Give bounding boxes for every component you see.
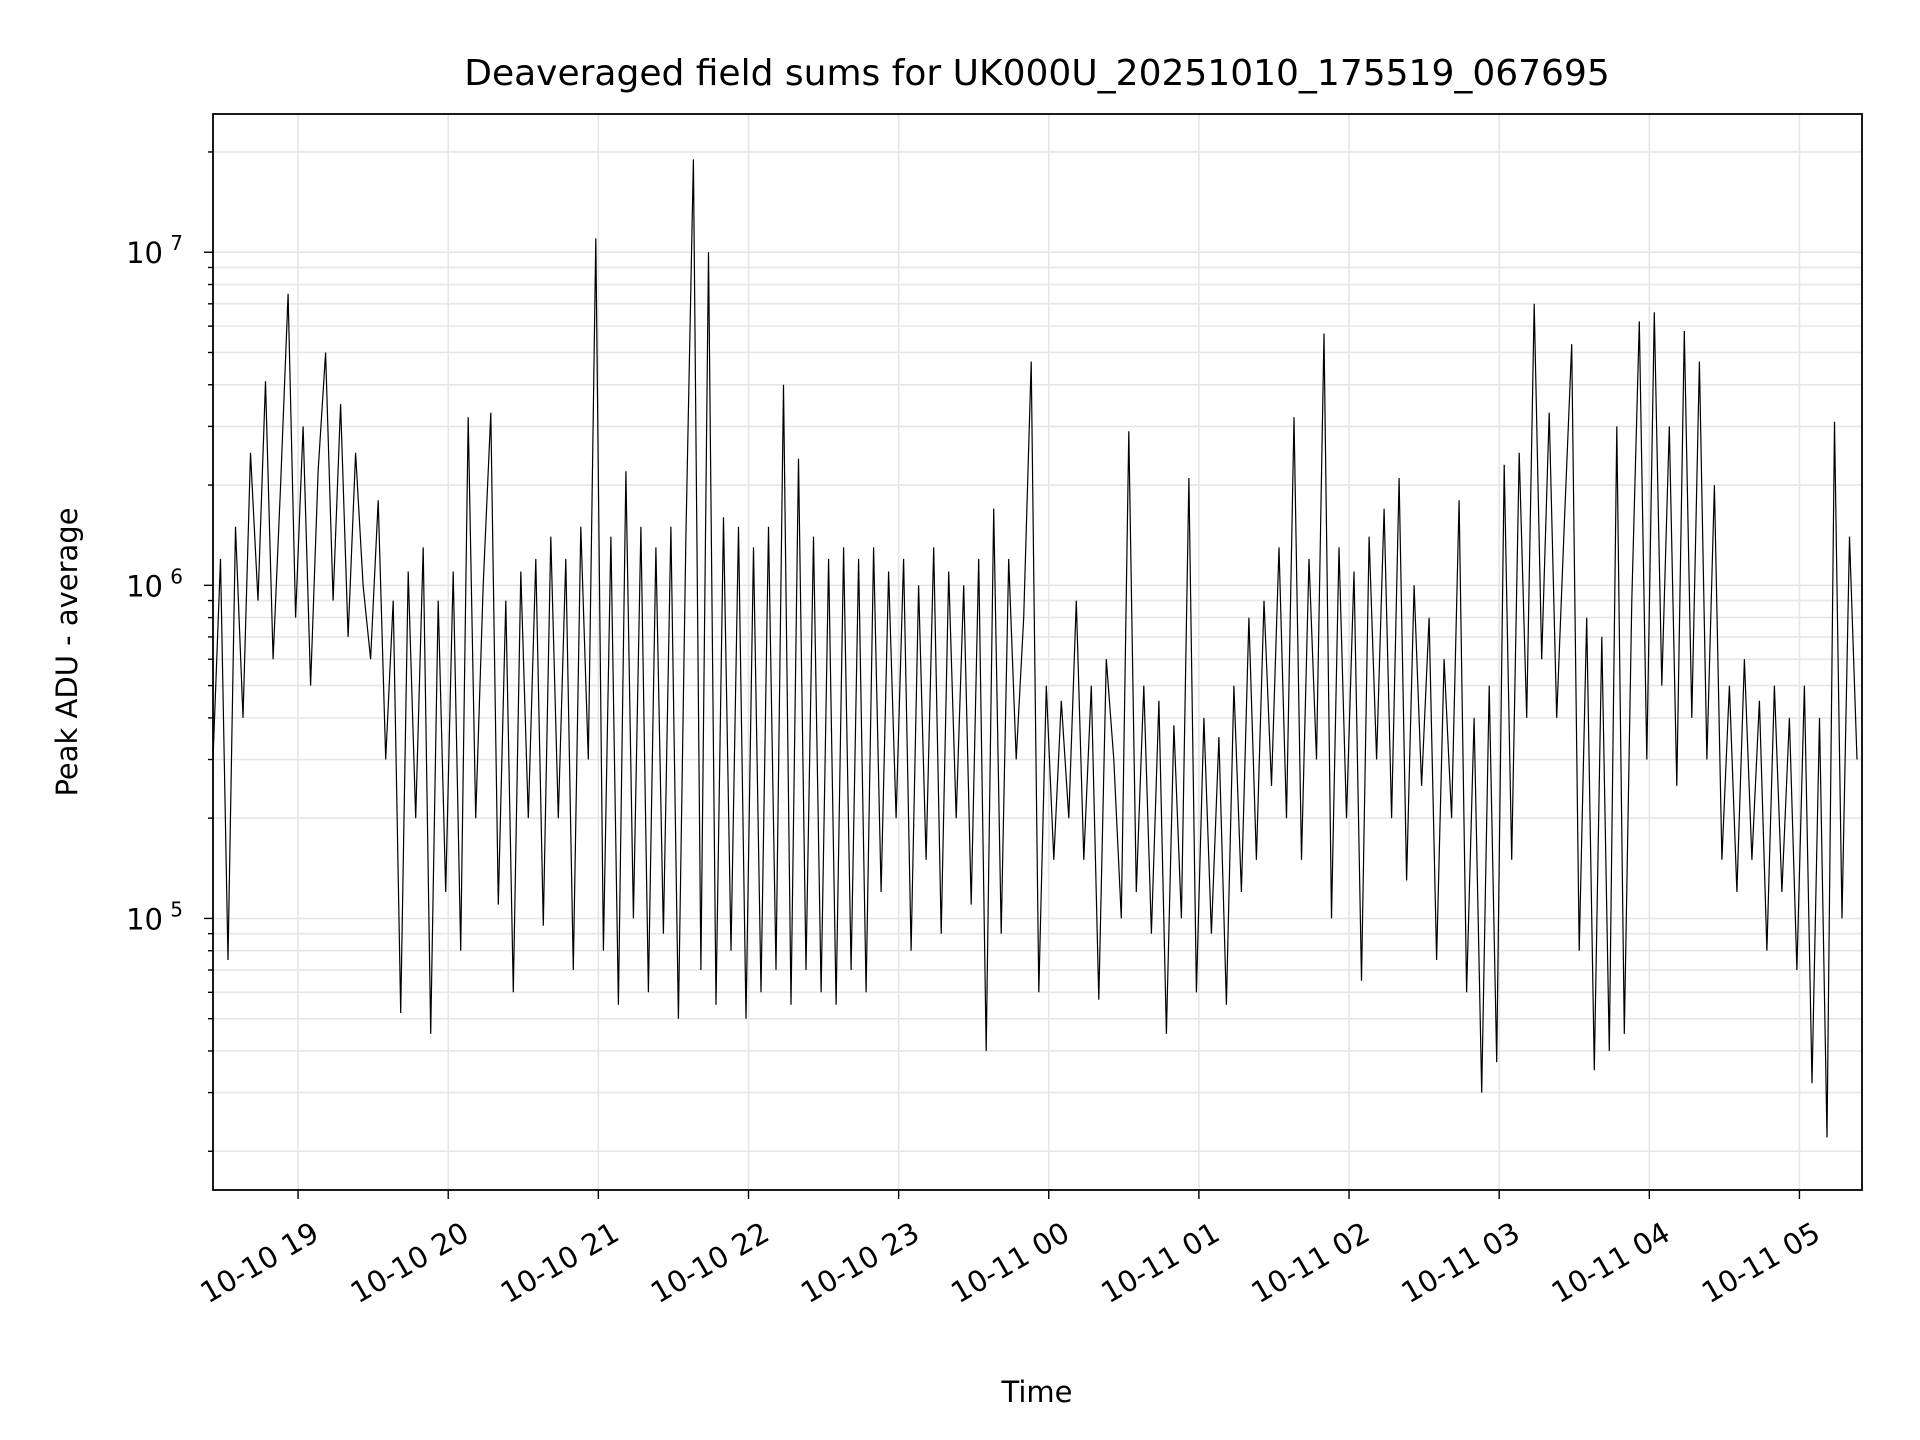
x-tick-label: 10-10 21 bbox=[495, 1215, 625, 1310]
x-tick-label: 10-11 00 bbox=[945, 1215, 1075, 1310]
x-tick-label: 10-11 01 bbox=[1095, 1215, 1225, 1310]
x-tick-label: 10-10 23 bbox=[795, 1215, 925, 1310]
y-tick-label-exponent: 6 bbox=[170, 564, 183, 588]
y-axis-label: Peak ADU - average bbox=[50, 507, 84, 796]
series-line bbox=[212, 159, 1858, 1138]
chart-title: Deaveraged field sums for UK000U_2025101… bbox=[464, 53, 1610, 94]
y-tick-label: 10 bbox=[126, 902, 163, 936]
x-tick-label: 10-11 05 bbox=[1696, 1215, 1826, 1310]
x-tick-label: 10-11 02 bbox=[1245, 1215, 1375, 1310]
y-tick-label: 10 bbox=[126, 236, 163, 270]
x-tick-label: 10-11 04 bbox=[1546, 1215, 1676, 1310]
y-tick-label: 10 bbox=[126, 569, 163, 603]
x-tick-label: 10-10 22 bbox=[645, 1215, 775, 1310]
series bbox=[212, 159, 1858, 1138]
y-tick-label-exponent: 7 bbox=[170, 231, 183, 255]
x-axis-label: Time bbox=[1001, 1375, 1073, 1409]
y-tick-label-exponent: 5 bbox=[170, 897, 183, 921]
x-tick-label: 10-10 20 bbox=[345, 1215, 475, 1310]
axes-frame bbox=[212, 113, 1863, 1191]
x-tick-label: 10-11 03 bbox=[1396, 1215, 1526, 1310]
x-tick-label: 10-10 19 bbox=[194, 1215, 324, 1310]
